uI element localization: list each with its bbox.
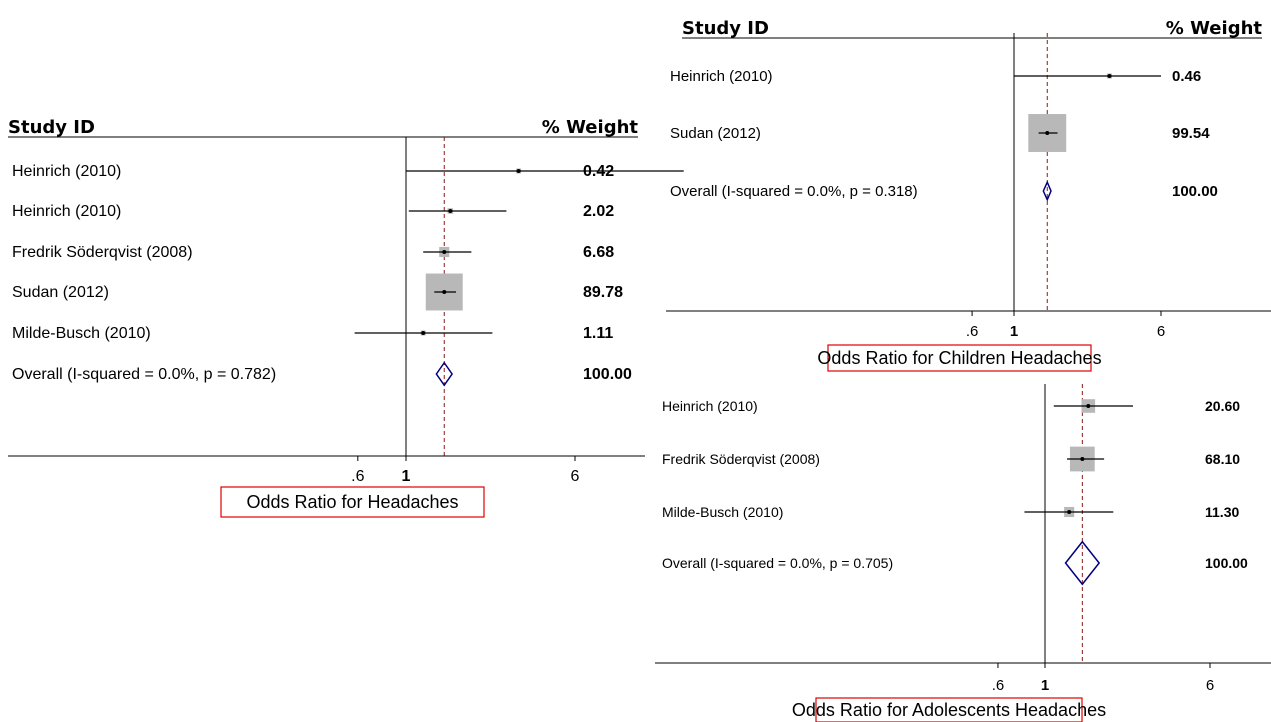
- study-label: Heinrich (2010): [12, 203, 121, 220]
- overall-label: Overall (I-squared = 0.0%, p = 0.705): [662, 555, 893, 571]
- x-axis-label: Odds Ratio for Children Headaches: [817, 348, 1101, 368]
- forest-panel-adolescents: Heinrich (2010) 20.60 Fredrik Söderqvist (…: [655, 384, 1271, 722]
- x-tick-label: .6: [966, 323, 979, 340]
- study-weight: 68.10: [1205, 451, 1240, 467]
- forest-panel-children: Study ID % Weight Heinrich (2010) 0.46 Sudan…: [666, 18, 1271, 372]
- point-estimate: [1086, 404, 1091, 408]
- study-label: Heinrich (2010): [670, 68, 773, 85]
- x-tick-label: 1: [1041, 677, 1049, 694]
- x-tick-label: .6: [351, 468, 364, 485]
- x-tick-label: 1: [402, 468, 411, 485]
- x-axis-label: Odds Ratio for Headaches: [246, 492, 458, 512]
- study-label: Fredrik Söderqvist (2008): [12, 244, 193, 261]
- study-weight: 20.60: [1205, 398, 1240, 414]
- x-axis-label: Odds Ratio for Adolescents Headaches: [792, 700, 1106, 720]
- overall-diamond: [1042, 180, 1052, 202]
- x-axis-label-box: [220, 486, 485, 518]
- study-weight: 2.02: [583, 203, 614, 220]
- x-tick-label: 6: [1206, 677, 1214, 694]
- x-tick-label: .6: [992, 677, 1005, 694]
- overall-label: Overall (I-squared = 0.0%, p = 0.318): [670, 183, 918, 200]
- x-tick-label: 6: [1157, 323, 1165, 340]
- point-estimate: [421, 331, 426, 335]
- study-weight: 0.46: [1172, 68, 1201, 85]
- overall-weight: 100.00: [1172, 183, 1218, 200]
- study-id-header: Study ID: [8, 117, 95, 138]
- study-label: Fredrik Söderqvist (2008): [662, 451, 820, 467]
- study-weight: 89.78: [583, 284, 623, 301]
- point-estimate: [1080, 457, 1085, 461]
- x-axis-label-box: [827, 344, 1092, 372]
- study-weight: 99.54: [1172, 125, 1210, 142]
- point-estimate: [448, 209, 453, 213]
- point-estimate: [442, 290, 447, 294]
- overall-label: Overall (I-squared = 0.0%, p = 0.782): [12, 366, 276, 383]
- study-label: Sudan (2012): [12, 284, 109, 301]
- study-id-header: Study ID: [682, 18, 769, 39]
- point-estimate: [1045, 131, 1050, 135]
- point-estimate: [516, 169, 521, 173]
- point-estimate: [1107, 74, 1112, 78]
- point-estimate: [442, 250, 447, 254]
- overall-diamond: [1064, 540, 1101, 586]
- study-label: Sudan (2012): [670, 125, 761, 142]
- overall-weight: 100.00: [583, 366, 632, 383]
- overall-weight: 100.00: [1205, 555, 1248, 571]
- study-label: Milde-Busch (2010): [662, 504, 783, 520]
- overall-diamond: [435, 361, 453, 387]
- study-label: Milde-Busch (2010): [12, 325, 151, 342]
- weight-header: % Weight: [542, 117, 639, 138]
- study-weight: 11.30: [1205, 504, 1239, 520]
- study-weight: 1.11: [583, 325, 613, 342]
- point-estimate: [1067, 510, 1072, 514]
- weight-header: % Weight: [1166, 18, 1263, 39]
- x-tick-label: 6: [571, 468, 580, 485]
- study-label: Heinrich (2010): [12, 163, 121, 180]
- study-weight: 6.68: [583, 244, 614, 261]
- study-label: Heinrich (2010): [662, 398, 758, 414]
- x-tick-label: 1: [1010, 323, 1018, 340]
- x-axis-label-box: [815, 697, 1083, 722]
